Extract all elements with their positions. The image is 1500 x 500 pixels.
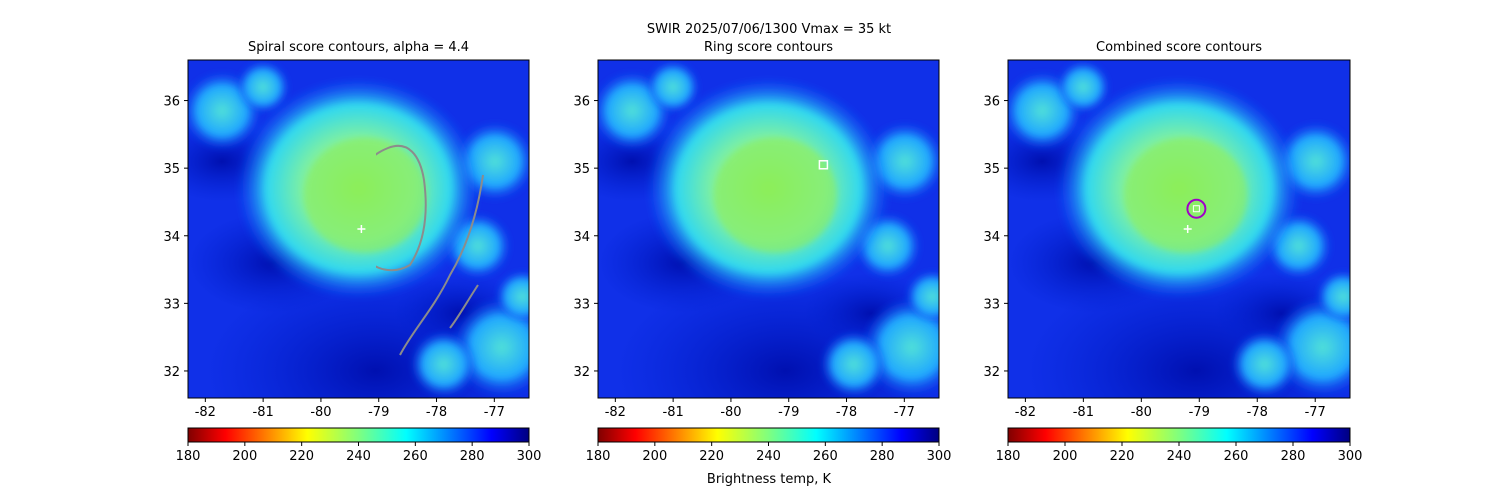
colorbar-tick-label: 240 [756, 449, 781, 464]
colorbar-tick-label: 180 [996, 449, 1021, 464]
colorbar-tick-label: 300 [517, 449, 542, 464]
axes-frame [1007, 59, 1351, 399]
storm-center-marker [357, 225, 366, 233]
colorbar [1007, 427, 1351, 443]
y-tick-label: 33 [983, 297, 1000, 312]
colorbar-tick-label: 180 [176, 449, 201, 464]
x-tick-label: -81 [663, 405, 684, 420]
y-tick-label: 36 [163, 95, 180, 110]
spiral-contour [376, 144, 427, 272]
y-tick-label: 32 [983, 365, 1000, 380]
x-tick-label: -82 [1015, 405, 1036, 420]
figure-suptitle: SWIR 2025/07/06/1300 Vmax = 35 kt [646, 22, 892, 37]
colorbar-tick-label: 300 [1338, 449, 1363, 464]
x-tick-label: -82 [195, 405, 216, 420]
spiral-contour [449, 284, 479, 329]
colorbar-tick-label: 200 [232, 449, 257, 464]
y-tick-label: 32 [573, 365, 590, 380]
y-tick-label: 36 [983, 95, 1000, 110]
y-tick-label: 34 [573, 230, 590, 245]
spiral-contour [399, 174, 484, 356]
y-tick-label: 34 [163, 230, 180, 245]
panel-2: Ring score contours -82 -81 -80 -79 -78 -77 32 3… [573, 40, 952, 464]
colorbar-tick-label: 280 [460, 449, 485, 464]
colorbar-tick-label: 220 [1110, 449, 1135, 464]
x-tick-label: -78 [426, 405, 447, 420]
x-tick-label: -79 [778, 405, 799, 420]
x-tick-label: -79 [368, 405, 389, 420]
x-tick-label: -77 [1305, 405, 1326, 420]
colorbar-tick-label: 220 [699, 449, 724, 464]
x-tick-label: -81 [253, 405, 274, 420]
y-tick-label: 33 [163, 297, 180, 312]
y-tick-label: 32 [163, 365, 180, 380]
panel-3: Combined score contours -82 -81 -80 -79 -78 -7… [983, 40, 1363, 464]
ring-max-marker [818, 160, 829, 170]
y-tick-label: 35 [983, 162, 1000, 177]
storm-center-marker [1183, 225, 1192, 233]
colorbar-tick-label: 300 [927, 449, 952, 464]
colorbar-tick-label: 200 [642, 449, 667, 464]
x-tick-label: -81 [1073, 405, 1094, 420]
combined-center-marker [1192, 205, 1200, 213]
colorbar [597, 427, 940, 443]
x-tick-label: -77 [894, 405, 915, 420]
x-tick-label: -78 [836, 405, 857, 420]
x-tick-label: -79 [1189, 405, 1210, 420]
colorbar-tick-label: 240 [1167, 449, 1192, 464]
colorbar-label: Brightness temp, K [706, 472, 832, 487]
panel-title: Spiral score contours, alpha = 4.4 [248, 40, 469, 55]
panel-1: Spiral score contours, alpha = 4.4 -82 -81… [163, 40, 542, 464]
y-tick-label: 36 [573, 95, 590, 110]
x-tick-label: -80 [720, 405, 741, 420]
panel-title: Combined score contours [1096, 40, 1262, 55]
x-tick-label: -82 [605, 405, 626, 420]
colorbar-tick-label: 280 [1281, 449, 1306, 464]
axes-frame [597, 59, 940, 399]
heatmap-image [1008, 60, 1350, 398]
y-tick-label: 35 [163, 162, 180, 177]
panel-title: Ring score contours [704, 40, 833, 55]
colorbar-tick-label: 260 [1224, 449, 1249, 464]
axes-frame [187, 59, 530, 399]
x-tick-label: -80 [1131, 405, 1152, 420]
x-tick-label: -77 [484, 405, 505, 420]
colorbar-tick-label: 220 [289, 449, 314, 464]
colorbar-tick-label: 200 [1053, 449, 1078, 464]
x-tick-label: -78 [1247, 405, 1268, 420]
y-tick-label: 34 [983, 230, 1000, 245]
colorbar-tick-label: 240 [346, 449, 371, 464]
colorbar-tick-label: 260 [813, 449, 838, 464]
colorbar-tick-label: 260 [403, 449, 428, 464]
colorbar-tick-label: 180 [586, 449, 611, 464]
colorbar-tick-label: 280 [870, 449, 895, 464]
colorbar [187, 427, 530, 443]
heatmap-image [598, 60, 939, 398]
y-tick-label: 35 [573, 162, 590, 177]
y-tick-label: 33 [573, 297, 590, 312]
x-tick-label: -80 [310, 405, 331, 420]
combined-center-circle [1186, 198, 1207, 219]
